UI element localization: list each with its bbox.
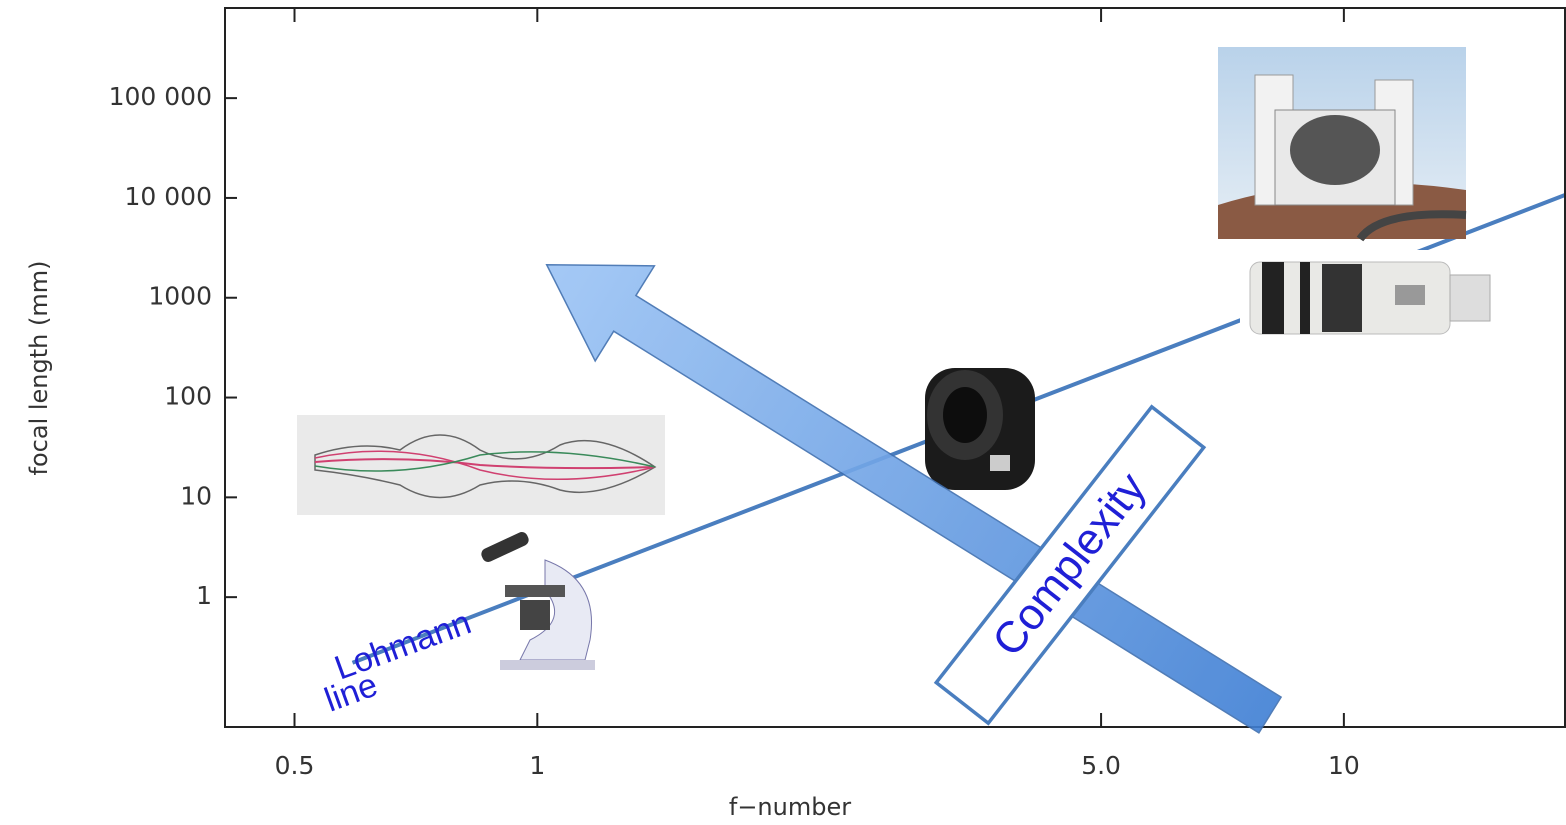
y-tick-label: 100 000 [109,82,212,111]
telephoto-lens [1240,250,1495,345]
optical-design-diagram [297,415,665,515]
y-axis-label: focal length (mm) [25,261,53,476]
standard-lens [925,368,1035,490]
microscope [479,530,595,670]
y-tick-label: 1000 [148,282,212,311]
y-tick-label: 1 [196,581,212,610]
telescope-photo [1218,47,1466,239]
chart: Complexity Lohmann line f−number focal l… [0,0,1566,825]
x-tick-label: 0.5 [275,751,315,780]
x-tick-label: 5.0 [1081,751,1121,780]
y-tick-label: 10 [180,481,212,510]
y-tick-label: 100 [164,382,212,411]
x-tick-label: 1 [529,751,545,780]
x-axis-label: f−number [729,793,851,821]
y-tick-label: 10 000 [125,182,212,211]
x-tick-label: 10 [1328,751,1360,780]
